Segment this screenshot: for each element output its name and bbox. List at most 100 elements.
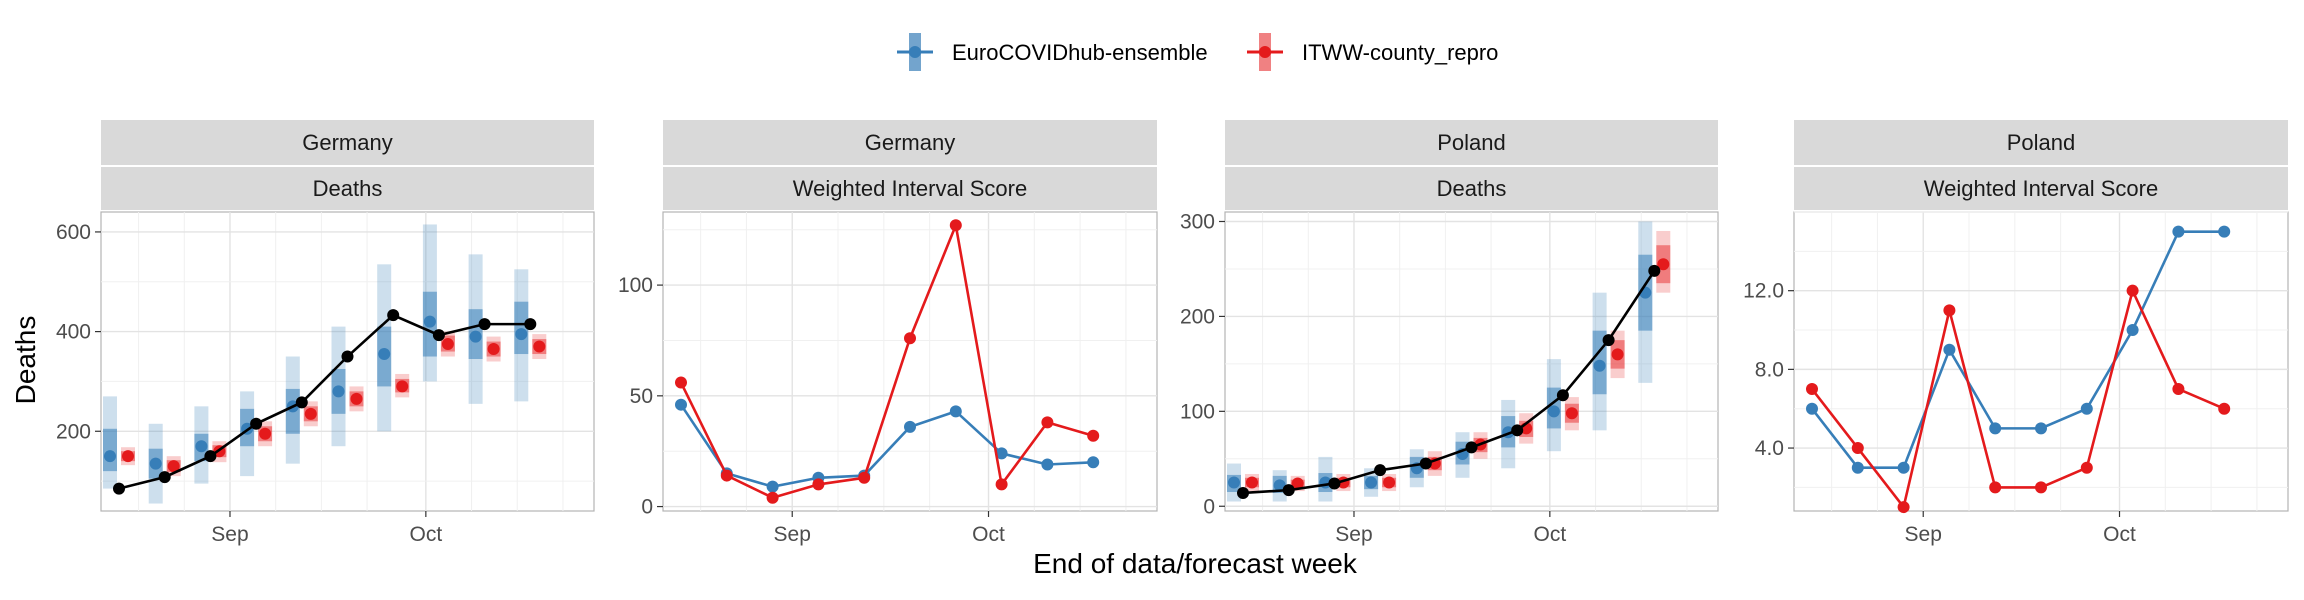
score-point (1806, 402, 1818, 415)
score-point (2035, 481, 2047, 494)
score-point (720, 469, 733, 482)
median-point (487, 343, 500, 356)
x-axis-title: End of data/forecast week (1033, 548, 1358, 579)
observed-point (432, 329, 445, 342)
observed-line (1242, 270, 1656, 495)
score-point (1087, 456, 1100, 469)
score-point (995, 478, 1008, 491)
median-point (441, 338, 454, 351)
observed-point (204, 450, 217, 463)
y-tick-label: 0 (641, 496, 653, 519)
median-point (1611, 348, 1624, 361)
x-tick-label: Oct (410, 523, 443, 546)
score-point (1806, 383, 1818, 396)
panel-3: Poland Deaths Sep Oct 0 100 200 300 (1180, 120, 1719, 546)
median-point (1273, 479, 1286, 492)
score-point (1989, 422, 2002, 435)
median-point (1383, 476, 1396, 489)
observed-point (158, 471, 171, 484)
median-point (1547, 405, 1560, 418)
observed-point (1556, 389, 1569, 402)
score-point (2126, 324, 2139, 337)
score-line (1810, 230, 2225, 470)
score-point (1041, 458, 1054, 471)
score-point (949, 219, 962, 232)
median-point (195, 440, 208, 453)
median-point (1593, 359, 1606, 372)
panel-4: Poland Weighted Interval Score Sep Oct 4.0 8.… (1743, 120, 2289, 546)
score-point (2172, 383, 2185, 396)
median-point (396, 380, 409, 393)
legend-key-itww-point (1259, 46, 1271, 58)
strip-bottom (101, 167, 594, 210)
y-tick-label: 100 (1180, 400, 1215, 423)
score-point (2035, 422, 2047, 435)
strip-bottom-label: Deaths (313, 176, 383, 201)
y-axis-title: Deaths (10, 316, 41, 405)
x-tick-label: Oct (2103, 523, 2136, 546)
panels: Germany Deaths Sep Oct 200 400 600 Germany Weigh… (56, 120, 2289, 546)
interval-inner (103, 428, 117, 472)
legend-label-itww: ITWW-county_repro (1302, 40, 1498, 65)
x-tick-label: Sep (211, 523, 248, 546)
median-point (1365, 476, 1378, 489)
median-point (1228, 476, 1240, 489)
median-point (1565, 407, 1578, 420)
median-point (1657, 258, 1670, 271)
strip-top-label: Germany (302, 130, 392, 155)
score-point (1943, 304, 1956, 317)
y-tick-label: 8.0 (1755, 358, 1784, 381)
score-point (1851, 461, 1864, 474)
strip-bottom-label: Deaths (1437, 176, 1507, 201)
score-point (2172, 225, 2185, 238)
score-point (904, 420, 916, 433)
strip-bottom (1225, 167, 1718, 210)
median-point (533, 340, 546, 353)
x-tick-label: Oct (972, 523, 1005, 546)
median-point (104, 450, 116, 463)
plot-area (1224, 211, 1719, 512)
plot-area (662, 211, 1158, 512)
score-point (1989, 481, 2002, 494)
observed-point (1511, 424, 1524, 437)
median-point (122, 450, 134, 463)
strip-bottom (663, 167, 1157, 210)
observed-point (1602, 334, 1615, 347)
y-tick-label: 50 (630, 385, 653, 408)
observed-point (250, 417, 263, 430)
score-point (1897, 461, 1910, 474)
legend-key-ensemble-point (909, 46, 921, 58)
y-tick-label: 0 (1203, 495, 1215, 518)
strip-bottom (1794, 167, 2288, 210)
legend: EuroCOVIDhub-ensemble ITWW-county_repro (897, 33, 1498, 71)
strip-top (101, 120, 594, 165)
median-point (149, 457, 162, 470)
median-point (1246, 476, 1258, 489)
score-point (1851, 442, 1864, 455)
strip-top-label: Germany (865, 130, 955, 155)
score-point (675, 376, 687, 389)
strip-bottom-label: Weighted Interval Score (1924, 176, 2158, 201)
score-point (1041, 416, 1054, 429)
observed-point (113, 482, 125, 495)
x-tick-label: Sep (774, 523, 811, 546)
observed-line (118, 313, 531, 490)
observed-point (1328, 477, 1341, 490)
y-tick-label: 200 (1180, 305, 1215, 328)
observed-point (1419, 457, 1432, 470)
x-tick-label: Sep (1905, 523, 1942, 546)
panel-2: Germany Weighted Interval Score Sep Oct 0 50 1… (618, 120, 1158, 546)
observed-point (478, 318, 491, 331)
strip-top (1225, 120, 1718, 165)
score-point (1087, 429, 1100, 442)
observed-point (1465, 441, 1478, 454)
y-tick-label: 4.0 (1755, 437, 1784, 460)
score-point (1943, 343, 1956, 356)
score-line (679, 403, 1094, 488)
median-point (350, 392, 363, 405)
score-point (2080, 461, 2093, 474)
strip-bottom-label: Weighted Interval Score (793, 176, 1027, 201)
median-point (167, 460, 180, 473)
